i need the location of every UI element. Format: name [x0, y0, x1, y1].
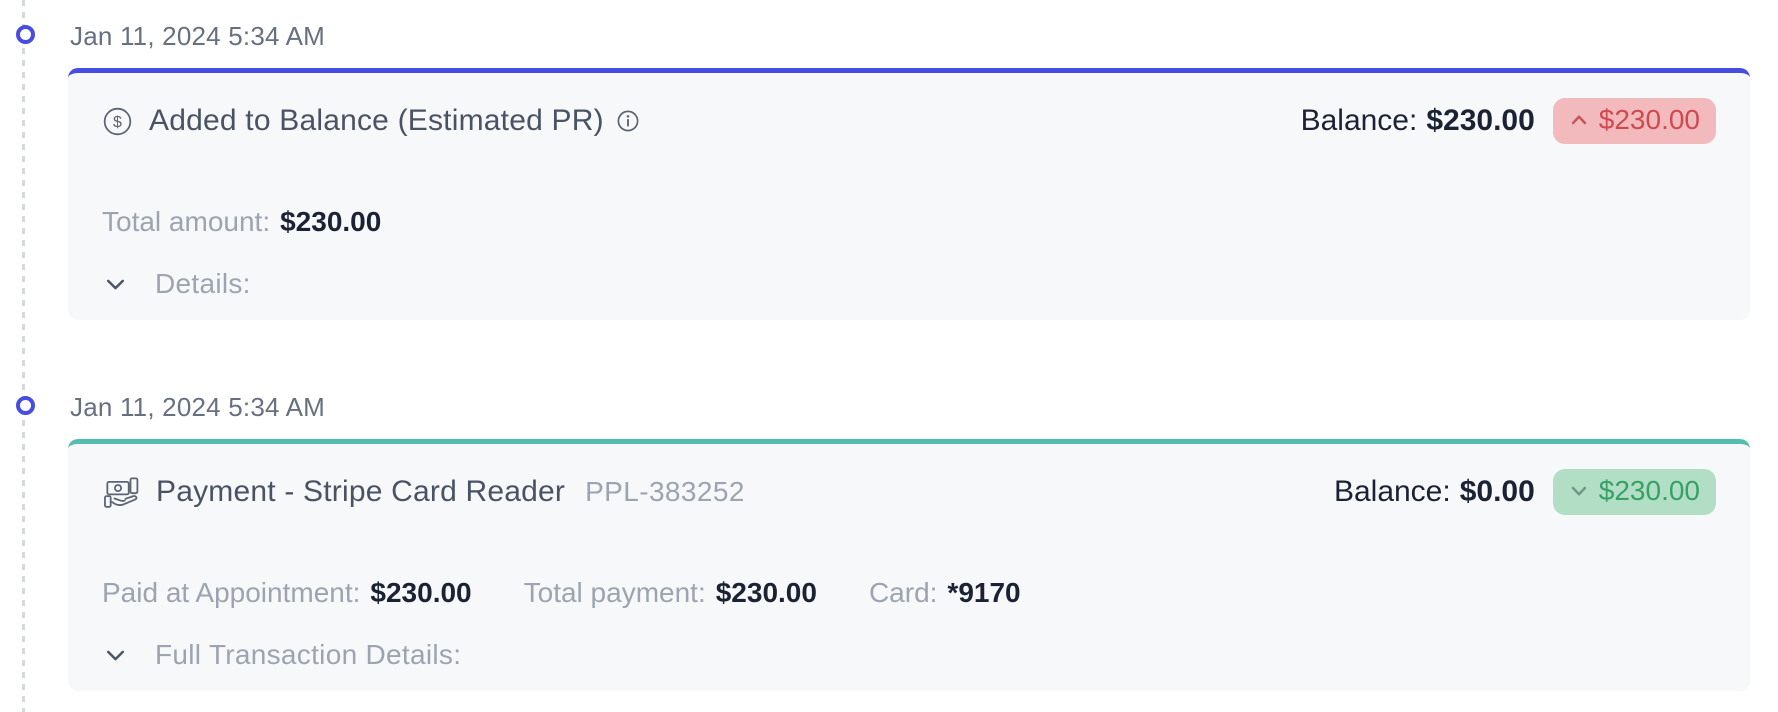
chevron-down-icon — [1566, 478, 1592, 504]
balance-summary: Balance: $230.00 — [1301, 104, 1535, 138]
timeline-dot — [16, 396, 35, 415]
balance-value: $0.00 — [1459, 475, 1535, 508]
balance-change-badge-negative: $230.00 — [1552, 98, 1716, 144]
event-card-added-to-balance: $ Added to Balance (Estimated PR) Balanc… — [68, 68, 1750, 320]
card-fields-row: Total amount: $230.00 — [102, 206, 1716, 238]
payment-hand-icon — [102, 473, 140, 511]
field-total-payment: Total payment: $230.00 — [524, 577, 817, 609]
full-transaction-details-toggle[interactable]: Full Transaction Details: — [102, 639, 1716, 671]
card-title-row: Payment - Stripe Card Reader PPL-383252 … — [102, 469, 1716, 515]
field-label: Paid at Appointment: — [102, 577, 361, 608]
field-card: Card: *9170 — [869, 577, 1021, 609]
field-label: Total amount: — [102, 206, 271, 237]
event-title: Added to Balance (Estimated PR) — [149, 104, 604, 137]
timeline-dot — [16, 25, 35, 44]
badge-amount: $230.00 — [1598, 104, 1700, 135]
field-value: $230.00 — [280, 206, 382, 237]
entry-timestamp: Jan 11, 2024 5:34 AM — [70, 21, 326, 51]
balance-summary: Balance: $0.00 — [1334, 475, 1535, 509]
details-toggle-label: Full Transaction Details: — [155, 639, 462, 670]
chevron-up-icon — [1566, 107, 1592, 133]
event-title: Payment - Stripe Card Reader — [156, 475, 566, 508]
balance-label: Balance: — [1300, 104, 1418, 137]
timeline-entry: Jan 11, 2024 5:34 AM Payment - Stripe Ca… — [16, 392, 1750, 691]
entry-timestamp: Jan 11, 2024 5:34 AM — [70, 392, 326, 422]
card-fields-row: Paid at Appointment: $230.00 Total payme… — [102, 577, 1716, 609]
field-total-amount: Total amount: $230.00 — [102, 206, 381, 238]
balance-change-badge-positive: $230.00 — [1552, 469, 1716, 515]
timeline-entry: Jan 11, 2024 5:34 AM $ Added to Balance … — [16, 21, 1750, 320]
field-label: Total payment: — [523, 577, 706, 608]
event-card-payment: Payment - Stripe Card Reader PPL-383252 … — [68, 439, 1750, 691]
field-value: $230.00 — [715, 577, 817, 608]
balance-value: $230.00 — [1426, 104, 1535, 137]
timeline-dashed-line — [22, 0, 25, 712]
balance-label: Balance: — [1333, 475, 1451, 508]
event-reference: PPL-383252 — [585, 476, 745, 507]
badge-amount: $230.00 — [1598, 475, 1700, 506]
chevron-down-icon — [102, 271, 129, 298]
chevron-down-icon — [102, 642, 129, 669]
svg-text:$: $ — [113, 113, 122, 130]
info-icon[interactable] — [616, 109, 640, 133]
field-paid-at-appointment: Paid at Appointment: $230.00 — [102, 577, 472, 609]
details-toggle-label: Details: — [155, 268, 251, 299]
field-value: *9170 — [947, 577, 1021, 608]
field-label: Card: — [868, 577, 938, 608]
field-value: $230.00 — [370, 577, 472, 608]
dollar-circle-icon: $ — [102, 106, 133, 137]
card-title-row: $ Added to Balance (Estimated PR) Balanc… — [102, 98, 1716, 144]
details-toggle[interactable]: Details: — [102, 268, 1716, 300]
